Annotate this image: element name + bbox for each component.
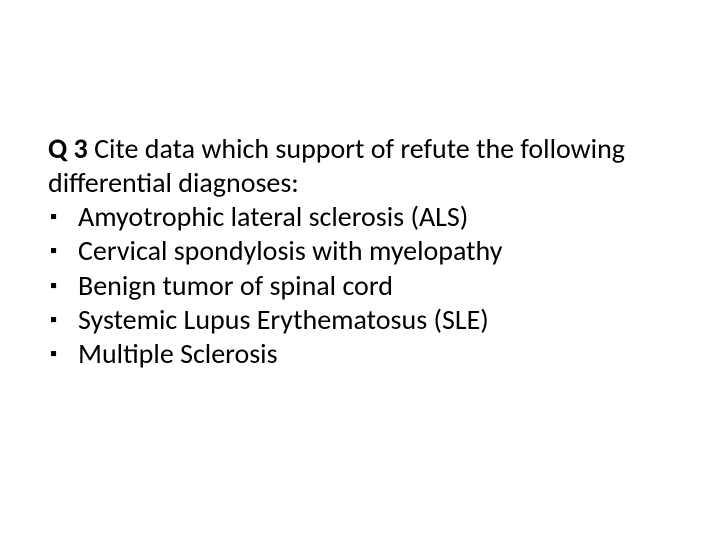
list-item: Amyotrophic lateral sclerosis (ALS) — [48, 200, 672, 234]
question-text: Cite data which support of refute the fo… — [48, 131, 625, 200]
question-label: Q 3 — [48, 131, 88, 166]
list-item-text: Benign tumor of spinal cord — [78, 268, 393, 303]
slide-body: Q 3 Cite data which support of refute th… — [48, 132, 672, 371]
slide: Q 3 Cite data which support of refute th… — [0, 0, 720, 540]
question-prompt: Q 3 Cite data which support of refute th… — [48, 132, 672, 200]
list-item-text: Multiple Sclerosis — [78, 336, 278, 371]
diagnosis-list: Amyotrophic lateral sclerosis (ALS) Cerv… — [48, 200, 672, 371]
list-item: Benign tumor of spinal cord — [48, 269, 672, 303]
list-item: Cervical spondylosis with myelopathy — [48, 234, 672, 268]
list-item-text: Cervical spondylosis with myelopathy — [78, 233, 502, 268]
list-item-text: Amyotrophic lateral sclerosis (ALS) — [78, 199, 468, 234]
list-item-text: Systemic Lupus Erythematosus (SLE) — [78, 302, 489, 337]
list-item: Multiple Sclerosis — [48, 337, 672, 371]
list-item: Systemic Lupus Erythematosus (SLE) — [48, 303, 672, 337]
